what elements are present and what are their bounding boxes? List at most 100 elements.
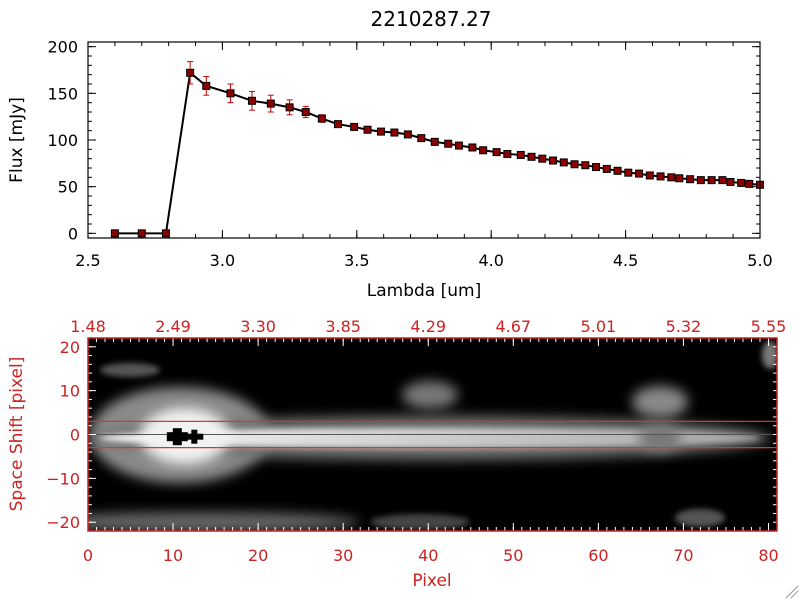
y-axis-label-space-shift: Space Shift [pixel]: [7, 357, 27, 512]
data-point: [266, 99, 275, 108]
data-point: [350, 122, 359, 131]
flux-line: [114, 70, 761, 235]
y-tick-label: 200: [47, 38, 78, 57]
x-tick-label: 80: [758, 546, 778, 565]
data-point: [417, 134, 426, 143]
x-tick-label: 3.5: [344, 251, 369, 270]
top-wavelength-label: 5.01: [581, 317, 617, 336]
data-point: [503, 150, 512, 158]
heatmap-axes: 0 10 20 30 40 50 60 70 80 1.48 2.49 3.30 3.85 4.29 4.6…: [46, 317, 786, 565]
x-tick-label: 70: [673, 546, 693, 565]
data-point: [110, 229, 119, 238]
x-axis-label: Lambda [um]: [367, 281, 481, 301]
data-point: [403, 130, 412, 139]
top-wavelength-label: 2.49: [155, 317, 191, 336]
x-tick-label: 20: [248, 546, 268, 565]
data-point: [592, 163, 601, 172]
data-point: [390, 128, 399, 137]
y-tick-label: −10: [46, 469, 80, 488]
centroid-marker-cross: [172, 428, 182, 446]
data-point: [549, 156, 558, 165]
top-wavelength-label: 3.85: [325, 317, 361, 336]
data-point: [718, 176, 727, 185]
y-tick-label: −20: [46, 513, 80, 532]
top-wavelength-label: 4.29: [410, 317, 446, 336]
x-tick-label: 0: [83, 546, 93, 565]
data-point: [570, 160, 579, 169]
chart-title: 2210287.27: [371, 7, 492, 31]
data-point: [317, 114, 326, 123]
data-point: [602, 164, 611, 173]
y-tick-label: 0: [68, 224, 78, 243]
y-tick-label: 20: [60, 338, 80, 357]
data-point: [538, 154, 547, 163]
centroid-markers: [166, 428, 204, 446]
x-tick-label: 40: [418, 546, 438, 565]
data-point: [559, 158, 568, 167]
data-point: [737, 178, 746, 187]
data-point: [285, 103, 294, 112]
data-point: [137, 229, 146, 238]
spectrum-series: [110, 61, 764, 238]
data-point: [707, 176, 716, 185]
data-point: [527, 152, 536, 161]
data-point: [186, 68, 195, 77]
data-point: [635, 169, 644, 178]
y-tick-label: 0: [70, 426, 80, 445]
y-tick-label: 100: [47, 131, 78, 150]
x-tick-label: 30: [333, 546, 353, 565]
top-wavelength-label: 5.32: [666, 317, 702, 336]
data-point: [581, 161, 590, 170]
data-point: [161, 229, 170, 238]
data-point: [333, 120, 342, 129]
resize-grip-icon[interactable]: [785, 585, 799, 599]
data-point: [430, 137, 439, 146]
spectrum-chart: 2210287.27 2.5 3.0 3.5 4.0 4.5 5.0 0 50 100 150 20…: [7, 7, 773, 301]
data-point: [656, 172, 665, 181]
top-wavelength-label: 5.55: [751, 317, 787, 336]
data-point: [301, 108, 310, 116]
heatmap-frame: [87, 337, 778, 532]
data-point: [613, 166, 622, 175]
data-point: [516, 150, 525, 159]
data-point: [745, 179, 754, 188]
top-wavelength-label: 1.48: [70, 317, 106, 336]
x-tick-label: 50: [503, 546, 523, 565]
y-tick-label: 10: [60, 382, 80, 401]
data-point: [686, 175, 695, 184]
data-point: [667, 173, 676, 182]
data-point: [376, 127, 385, 136]
top-wavelength-label: 3.30: [240, 317, 276, 336]
centroid-marker-cross: [191, 429, 198, 444]
x-tick-label: 10: [163, 546, 183, 565]
spectrum-axes: 2.5 3.0 3.5 4.0 4.5 5.0 0 50 100 150 200: [47, 38, 772, 270]
data-point: [363, 125, 372, 134]
data-point: [444, 139, 453, 148]
x-tick-label: 5.0: [747, 251, 772, 270]
spectrum-frame: [87, 41, 761, 239]
x-tick-label: 4.5: [613, 251, 638, 270]
x-axis-label-pixel: Pixel: [412, 571, 451, 591]
data-point: [202, 81, 211, 90]
data-point: [645, 171, 654, 180]
data-point: [247, 96, 256, 105]
x-tick-label: 60: [588, 546, 608, 565]
data-point: [492, 148, 501, 157]
y-tick-label: 150: [47, 84, 78, 103]
data-point: [675, 174, 684, 183]
y-tick-label: 50: [58, 178, 78, 197]
data-point: [226, 89, 235, 98]
data-point: [624, 168, 633, 177]
data-point: [454, 141, 463, 150]
x-tick-label: 2.5: [75, 251, 100, 270]
x-tick-label: 3.0: [210, 251, 235, 270]
top-wavelength-label: 4.67: [495, 317, 531, 336]
x-tick-label: 4.0: [478, 251, 503, 270]
data-point: [468, 143, 477, 152]
data-point: [726, 178, 735, 186]
spatial-profile-image: 0 10 20 30 40 50 60 70 80 1.48 2.49 3.30 3.85 4.29 4.6…: [7, 317, 786, 591]
data-point: [479, 146, 488, 155]
y-axis-label: Flux [mJy]: [7, 97, 27, 183]
data-point: [696, 176, 705, 185]
